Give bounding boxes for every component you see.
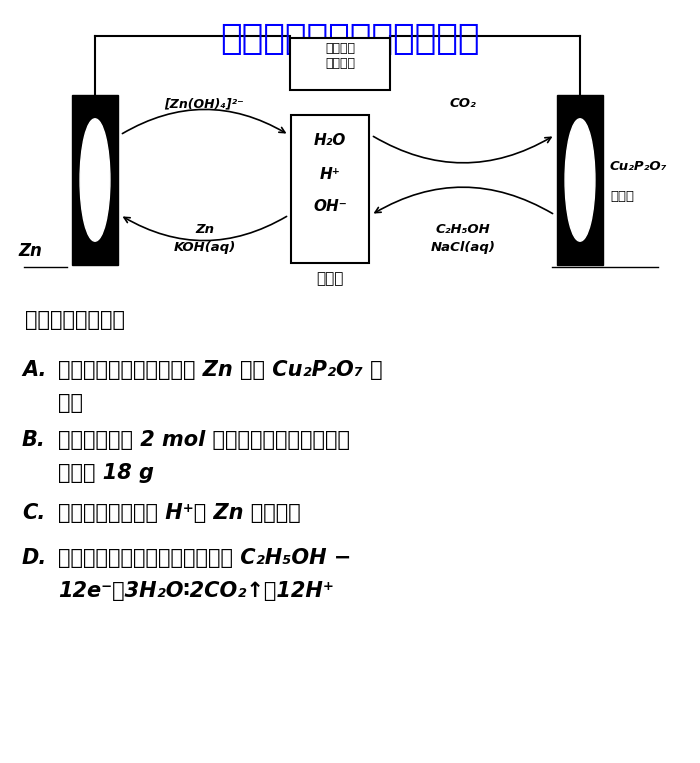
Text: 12e⁻＋3H₂O∶2CO₂↑＋12H⁺: 12e⁻＋3H₂O∶2CO₂↑＋12H⁺	[58, 581, 334, 601]
Text: 米片: 米片	[58, 393, 83, 413]
Text: C₂H₅OH: C₂H₅OH	[435, 223, 491, 236]
Text: C.: C.	[22, 503, 46, 523]
Text: 微信公众号关注：趋找答案: 微信公众号关注：趋找答案	[220, 22, 480, 56]
Text: 放电时，外电路中电流由 Zn 流向 Cu₂P₂O₇ 纳: 放电时，外电路中电流由 Zn 流向 Cu₂P₂O₇ 纳	[58, 360, 383, 380]
Text: OH⁻: OH⁻	[313, 199, 347, 214]
Bar	[291, 115, 369, 263]
Text: 当外电路通过 2 mol 电子时，理论上双极膜中: 当外电路通过 2 mol 电子时，理论上双极膜中	[58, 430, 350, 450]
Text: 放电时，双极膜中 H⁺向 Zn 电极迁移: 放电时，双极膜中 H⁺向 Zn 电极迁移	[58, 503, 301, 523]
Text: 直流电源
或用电器: 直流电源 或用电器	[325, 42, 355, 70]
Bar	[290, 38, 390, 90]
Text: D.: D.	[22, 548, 48, 568]
Ellipse shape	[80, 119, 110, 241]
Text: 水减少 18 g: 水减少 18 g	[58, 463, 154, 483]
Text: 充电时，阳极上的电极反应式为 C₂H₅OH −: 充电时，阳极上的电极反应式为 C₂H₅OH −	[58, 548, 351, 568]
Bar	[72, 95, 118, 265]
Text: B.: B.	[22, 430, 46, 450]
Text: Zn: Zn	[195, 223, 214, 236]
Text: 下列说法正确的是: 下列说法正确的是	[25, 310, 125, 330]
Text: Zn: Zn	[18, 242, 42, 260]
Text: Cu₂P₂O₇: Cu₂P₂O₇	[610, 160, 667, 173]
Text: NaCl(aq): NaCl(aq)	[430, 241, 496, 254]
Text: 纳米片: 纳米片	[610, 190, 634, 203]
Text: 双极膜: 双极膜	[316, 271, 344, 286]
Bar	[557, 95, 603, 265]
Text: H⁺: H⁺	[320, 167, 340, 182]
Text: [Zn(OH)₄]²⁻: [Zn(OH)₄]²⁻	[164, 97, 244, 110]
Ellipse shape	[565, 119, 595, 241]
Text: CO₂: CO₂	[449, 97, 477, 110]
Text: KOH(aq): KOH(aq)	[174, 241, 236, 254]
Text: H₂O: H₂O	[314, 133, 346, 148]
Text: A.: A.	[22, 360, 46, 380]
